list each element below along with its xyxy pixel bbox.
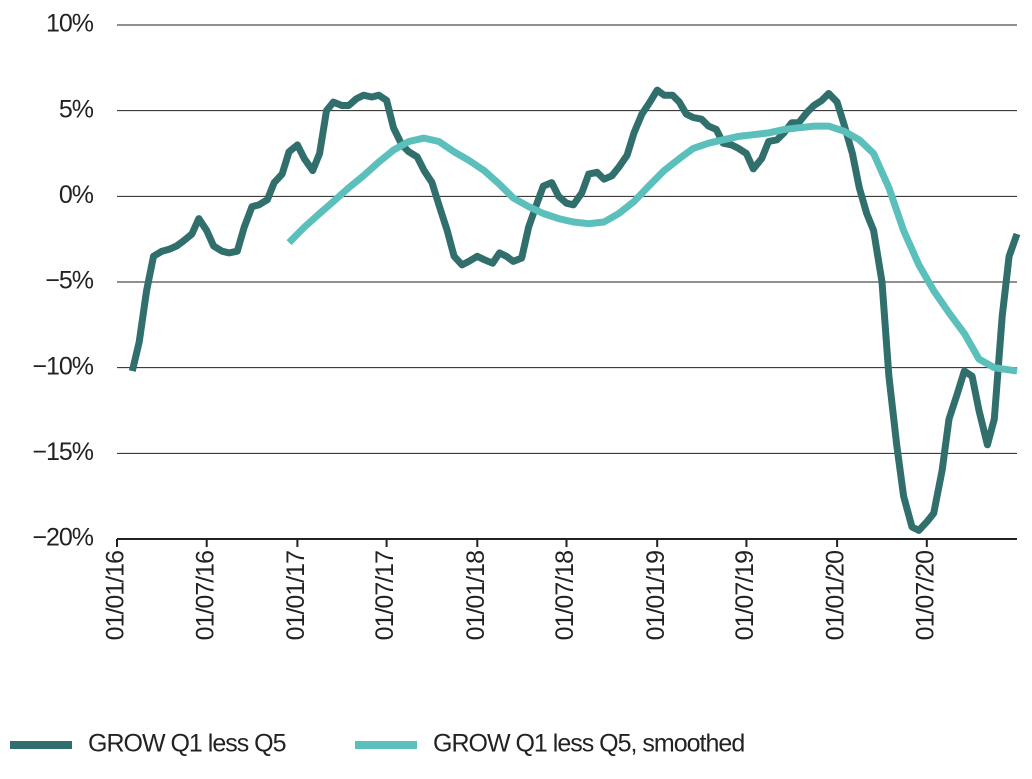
x-tick-label: 01/07/17 bbox=[371, 551, 399, 640]
x-tick-label: 01/01/16 bbox=[102, 551, 130, 640]
x-tick-label: 01/01/19 bbox=[642, 551, 670, 640]
y-tick-label: −10% bbox=[32, 352, 93, 380]
y-tick-label: −15% bbox=[32, 438, 93, 466]
x-tick-label: 01/01/20 bbox=[822, 551, 850, 640]
y-tick-label: 5% bbox=[59, 95, 94, 123]
series-line bbox=[286, 122, 1018, 375]
x-tick-label: 01/07/19 bbox=[731, 551, 759, 640]
legend-label: GROW Q1 less Q5, smoothed bbox=[433, 730, 744, 758]
series-line bbox=[128, 86, 1021, 534]
legend-label: GROW Q1 less Q5 bbox=[88, 730, 286, 758]
y-tick-label: 10% bbox=[46, 10, 94, 38]
x-tick-label: 01/07/20 bbox=[911, 551, 939, 640]
x-tick-label: 01/01/18 bbox=[462, 551, 490, 640]
x-tick-label: 01/01/17 bbox=[282, 551, 310, 640]
x-tick-label: 01/07/18 bbox=[551, 551, 579, 640]
y-tick-label: −20% bbox=[32, 524, 93, 552]
y-tick-label: 0% bbox=[59, 181, 94, 209]
x-tick-label: 01/07/16 bbox=[191, 551, 219, 640]
y-tick-label: −5% bbox=[45, 267, 94, 295]
